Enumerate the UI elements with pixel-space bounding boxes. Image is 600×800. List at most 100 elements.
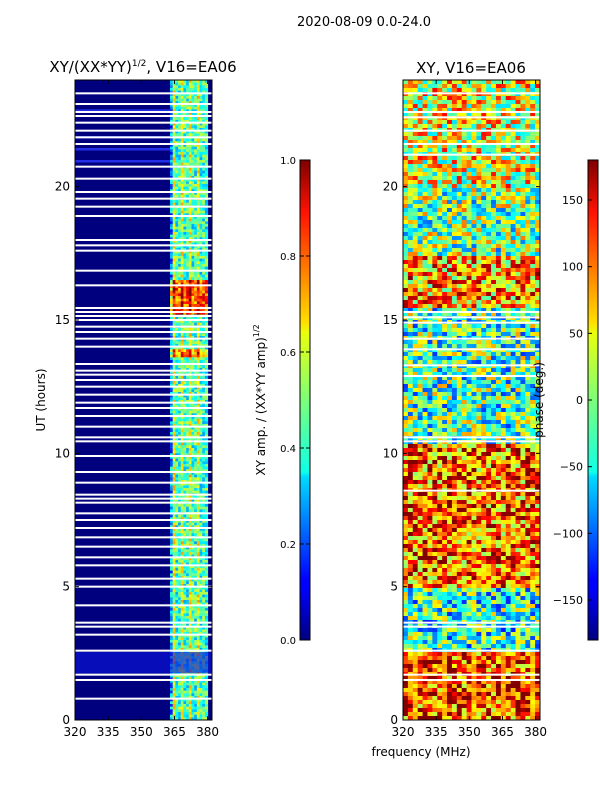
phase-cell (535, 224, 540, 229)
phase-cell (427, 204, 433, 209)
amplitude-cell (186, 610, 190, 614)
amplitude-cell (204, 410, 209, 414)
phase-cell (412, 212, 419, 217)
phase-cell (500, 236, 507, 241)
phase-cell (447, 120, 453, 125)
phase-cell (461, 236, 468, 241)
amplitude-cell (199, 322, 203, 326)
amplitude-cell (175, 637, 179, 641)
amplitude-cell (191, 610, 195, 614)
phase-cell (437, 244, 443, 249)
amplitude-cell (188, 538, 192, 542)
amplitude-cell (191, 480, 195, 483)
phase-cell (403, 144, 409, 149)
amplitude-cell (204, 354, 209, 358)
phase-cell (520, 180, 526, 185)
amplitude-cell (180, 349, 184, 353)
amplitude-cell (186, 712, 190, 715)
amplitude-cell (191, 600, 195, 603)
phase-cell (412, 260, 419, 265)
phase-cell (471, 140, 477, 145)
phase-cell (407, 284, 414, 289)
phase-cell (500, 88, 507, 93)
phase-cell (447, 200, 453, 205)
amplitude-cell (175, 298, 179, 302)
phase-cell (535, 164, 540, 169)
amplitude-cell (194, 450, 198, 454)
amplitude-cell (180, 680, 184, 683)
phase-cell (525, 124, 531, 129)
amplitude-cell (199, 317, 203, 321)
phase-cell (535, 188, 540, 193)
phase-cell (422, 264, 428, 269)
amplitude-cell (186, 184, 190, 187)
amplitude-cell (196, 386, 201, 390)
amplitude-cell (172, 237, 176, 241)
phase-cell (535, 196, 540, 201)
phase-cell (525, 280, 531, 285)
phase-cell (520, 140, 526, 145)
phase-cell (530, 144, 536, 149)
phase-cell (403, 260, 409, 265)
amplitude-cell (180, 600, 184, 603)
amplitude-cell (180, 645, 184, 649)
amplitude-cell (175, 168, 179, 171)
phase-cell (442, 236, 448, 241)
phase-cell (461, 240, 468, 245)
amplitude-cell (183, 498, 187, 502)
amplitude-cell (186, 613, 190, 617)
amplitude-cell (199, 568, 203, 571)
amplitude-cell (202, 112, 206, 115)
amplitude-cell (180, 589, 184, 593)
colorbar-tick-label: 1.0 (280, 156, 296, 167)
phase-cell (520, 156, 526, 161)
amplitude-cell (191, 282, 195, 286)
phase-cell (407, 288, 414, 293)
amplitude-cell (186, 106, 190, 110)
amplitude-cell (183, 549, 187, 553)
amplitude-cell (175, 381, 179, 385)
phase-cell (422, 164, 428, 169)
amplitude-cell (175, 250, 179, 254)
phase-cell (495, 172, 502, 177)
y-tick-label: 5 (62, 580, 70, 594)
amplitude-cell (199, 226, 203, 230)
left-title-tail: , V16=EA06 (146, 58, 236, 76)
amplitude-cell (183, 592, 187, 595)
amplitude-cell (199, 229, 203, 233)
amplitude-cell (170, 704, 174, 707)
amplitude-cell (188, 565, 192, 569)
phase-cell (466, 224, 472, 229)
amplitude-cell (194, 88, 198, 91)
amplitude-cell (194, 85, 198, 89)
amplitude-cell (175, 293, 179, 297)
phase-cell (481, 224, 487, 229)
amplitude-cell (180, 237, 184, 241)
amplitude-cell (186, 146, 190, 150)
amplitude-cell (172, 616, 176, 619)
data-gap (75, 129, 212, 132)
amplitude-cell (180, 632, 184, 635)
phase-cell (403, 180, 409, 185)
phase-cell (442, 248, 448, 253)
amplitude-cell (199, 125, 203, 129)
amplitude-cell (178, 394, 182, 398)
amplitude-cell (202, 221, 206, 225)
amplitude-cell (199, 365, 203, 369)
amplitude-cell (202, 354, 206, 358)
amplitude-cell (191, 234, 195, 238)
amplitude-cell (191, 88, 195, 91)
amplitude-cell (186, 477, 190, 481)
phase-cell (461, 196, 468, 201)
amplitude-cell (178, 424, 182, 427)
phase-cell (432, 164, 438, 169)
amplitude-cell (191, 504, 195, 507)
amplitude-cell (194, 184, 198, 187)
amplitude-cell (188, 573, 192, 577)
amplitude-cell (202, 181, 206, 185)
amplitude-cell (202, 530, 206, 534)
amplitude-cell (170, 112, 174, 115)
phase-cell (515, 112, 521, 117)
amplitude-cell (178, 546, 182, 550)
phase-cell (466, 144, 472, 149)
